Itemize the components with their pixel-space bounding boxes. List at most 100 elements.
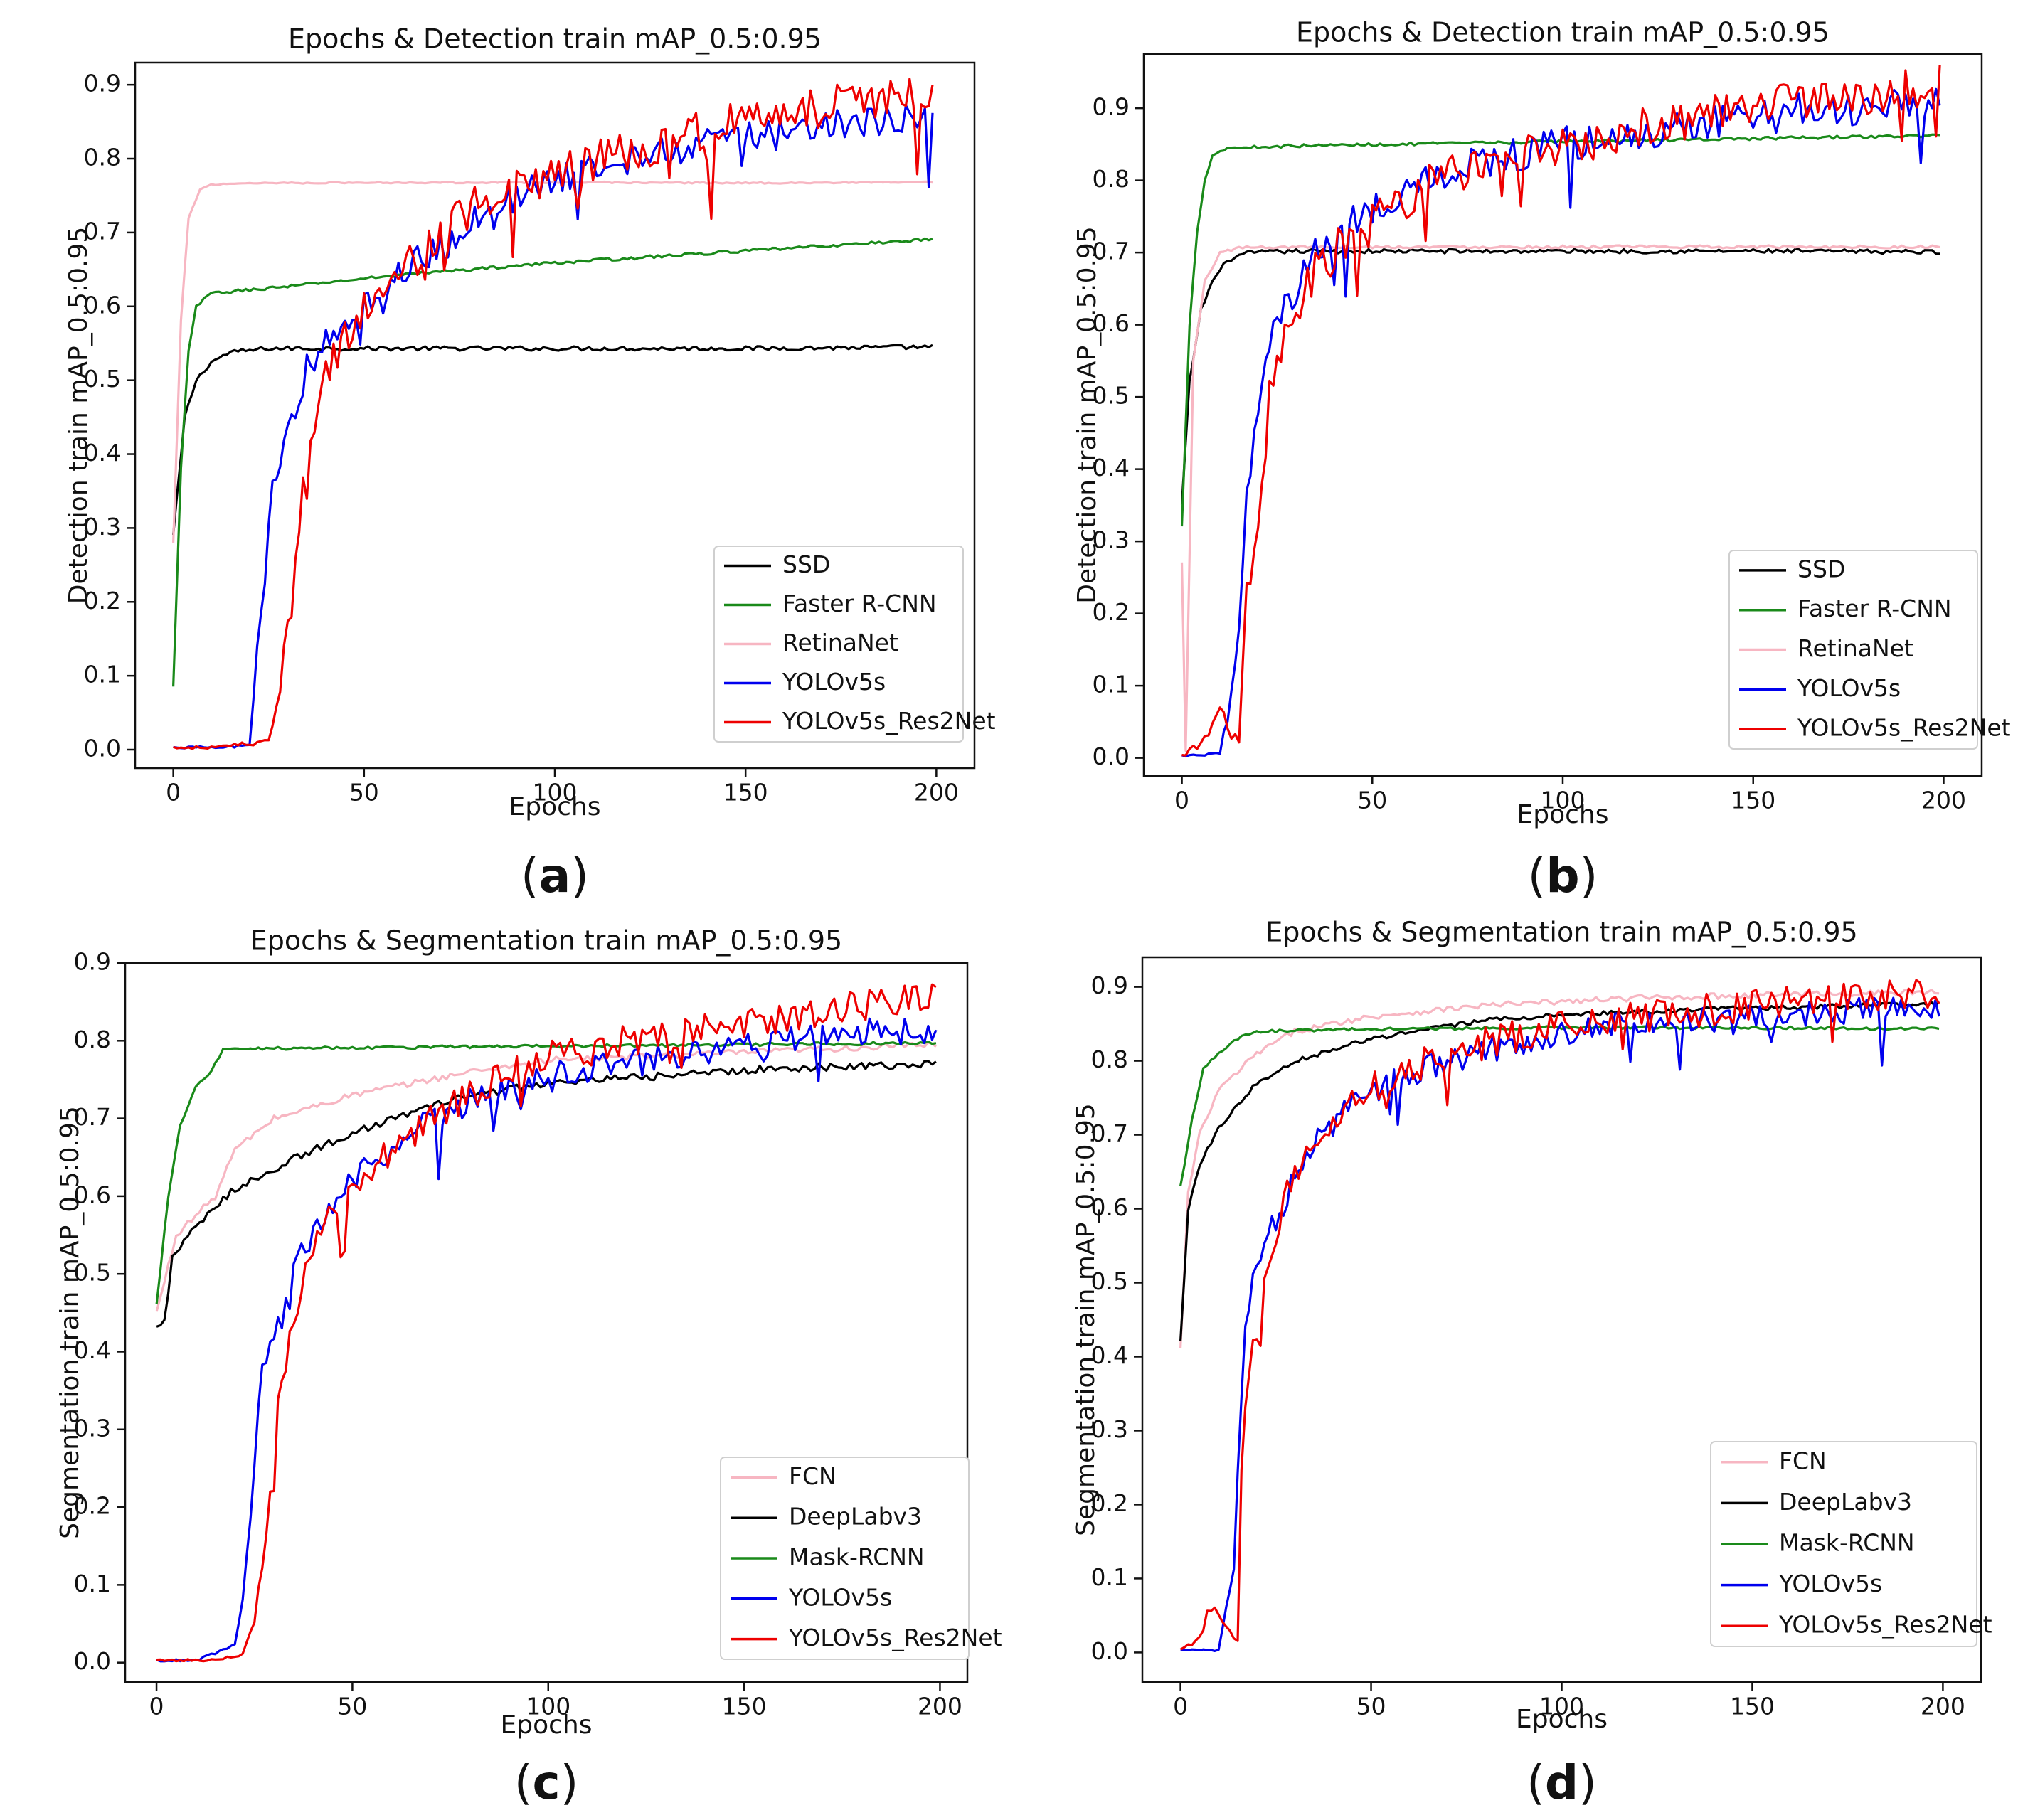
legend-label: RetinaNet: [782, 629, 898, 656]
y-tick-label: 0.3: [1093, 526, 1130, 554]
y-tick-label: 0.2: [84, 587, 121, 614]
x-tick-label: 200: [914, 779, 959, 807]
x-tick-label: 0: [166, 779, 181, 807]
panel-caption-letter: c: [532, 1755, 560, 1810]
chart-title: Epochs & Segmentation train mAP_0.5:0.95: [1265, 917, 1857, 948]
y-tick-label: 0.4: [1093, 454, 1130, 481]
y-tick-label: 0.3: [84, 513, 121, 541]
panel-caption-close-paren: ): [1580, 848, 1598, 903]
legend-label: RetinaNet: [1797, 634, 1913, 662]
panel-caption-letter: a: [539, 848, 571, 903]
y-tick-label: 0.6: [1091, 1193, 1128, 1221]
y-tick-label: 0.1: [1093, 671, 1130, 698]
y-axis-label: Segmentation train mAP_0.5:0.95: [1071, 1103, 1100, 1536]
legend-label: YOLOv5s: [1797, 674, 1901, 702]
legend-label: Faster R-CNN: [1797, 595, 1952, 622]
x-tick-label: 200: [918, 1693, 962, 1720]
legend-label: YOLOv5s_Res2Net: [1778, 1611, 1992, 1639]
panel-caption: (d): [1526, 1755, 1597, 1810]
y-tick-label: 0.5: [84, 365, 121, 393]
legend-label: YOLOv5s: [782, 668, 886, 696]
x-tick-label: 150: [722, 1693, 767, 1720]
y-tick-label: 0.9: [84, 70, 121, 97]
y-axis-label: Segmentation train mAP_0.5:0.95: [55, 1106, 85, 1539]
x-tick-label: 100: [533, 779, 578, 807]
x-tick-label: 50: [1356, 1693, 1386, 1720]
legend-label: DeepLabv3: [1779, 1488, 1912, 1516]
y-tick-label: 0.4: [74, 1336, 111, 1364]
panel-caption-close-paren: ): [570, 848, 589, 903]
y-tick-label: 0.8: [74, 1026, 111, 1053]
panel-caption: (c): [514, 1755, 579, 1810]
legend-label: SSD: [782, 550, 830, 578]
panel-caption-open-paren: (: [514, 1755, 533, 1810]
y-tick-label: 0.9: [74, 948, 111, 976]
series-line-retinanet: [1180, 244, 1940, 752]
y-axis-label: Detection train mAP_0.5:0.95: [1073, 226, 1102, 604]
y-tick-label: 0.1: [74, 1570, 111, 1597]
panel-a-chart: Epochs & Detection train mAP_0.5:0.95 0 50…: [64, 23, 996, 904]
panel-caption-close-paren: ): [1578, 1755, 1597, 1810]
x-axis-label: Epochs: [1516, 1705, 1608, 1734]
legend-label: YOLOv5s: [788, 1583, 892, 1611]
y-tick-label: 0.2: [74, 1492, 111, 1520]
legend: FCN DeepLabv3 Mask-RCNN YOLOv5s YOLOv5s_Res2…: [1710, 1441, 1992, 1647]
plot-area: [155, 983, 938, 1663]
legend-label: YOLOv5s_Res2Net: [788, 1624, 1002, 1651]
series-line-ssd: [1180, 248, 1940, 505]
y-tick-label: 0.9: [1091, 972, 1128, 999]
x-axis-label: Epochs: [1517, 800, 1609, 829]
panel-caption-close-paren: ): [561, 1755, 579, 1810]
y-tick-label: 0.0: [74, 1647, 111, 1675]
legend-box: [1728, 550, 1978, 750]
x-tick-label: 50: [337, 1693, 367, 1720]
panel-caption-letter: b: [1546, 848, 1579, 903]
panel-caption: (a): [521, 848, 589, 903]
chart-title: Epochs & Detection train mAP_0.5:0.95: [288, 23, 822, 55]
chart-title: Epochs & Segmentation train mAP_0.5:0.95: [250, 925, 842, 957]
y-tick-label: 0.7: [1093, 238, 1130, 265]
chart-title: Epochs & Detection train mAP_0.5:0.95: [1296, 17, 1830, 48]
panel-caption: (b): [1528, 848, 1598, 903]
legend-label: SSD: [1797, 555, 1845, 582]
legend-label: YOLOv5s_Res2Net: [1797, 714, 2011, 742]
y-tick-label: 0.7: [84, 217, 121, 245]
y-tick-label: 0.7: [74, 1103, 111, 1131]
y-axis-label: Detection train mAP_0.5:0.95: [64, 227, 93, 605]
legend-box: [720, 1457, 970, 1660]
y-tick-label: 0.0: [1091, 1637, 1128, 1665]
series-line-yolov5s: [156, 1017, 938, 1663]
panel-caption-letter: d: [1545, 1755, 1578, 1810]
x-tick-label: 50: [1357, 787, 1387, 814]
y-tick-label: 0.0: [84, 735, 121, 762]
panel-caption-open-paren: (: [1526, 1755, 1545, 1810]
y-tick-label: 0.3: [1091, 1415, 1128, 1443]
series-line-faster-r-cnn: [1180, 133, 1940, 527]
series-line-yolov5s-res2net: [1181, 65, 1941, 757]
panel-caption-open-paren: (: [1528, 848, 1546, 903]
y-tick-label: 0.2: [1091, 1489, 1128, 1517]
panel-b-chart: Epochs & Detection train mAP_0.5:0.95 0 50…: [1073, 17, 2011, 904]
legend-box: [713, 546, 964, 743]
legend: FCN DeepLabv3 Mask-RCNN YOLOv5s YOLOv5s_Res2…: [720, 1457, 1002, 1660]
x-tick-label: 200: [1921, 787, 1966, 814]
legend-label: Faster R-CNN: [782, 590, 937, 617]
y-tick-label: 0.0: [1093, 743, 1130, 770]
panel-d-chart: Epochs & Segmentation train mAP_0.5:0.95…: [1071, 917, 1992, 1811]
x-tick-label: 200: [1921, 1693, 1965, 1720]
y-tick-label: 0.6: [74, 1181, 111, 1208]
panel-c-chart: Epochs & Segmentation train mAP_0.5:0.95…: [55, 925, 1002, 1811]
y-tick-label: 0.5: [1091, 1267, 1128, 1295]
x-tick-label: 50: [349, 779, 379, 807]
y-tick-label: 0.2: [1093, 598, 1130, 626]
x-tick-label: 0: [1173, 1693, 1188, 1720]
y-tick-label: 0.5: [74, 1259, 111, 1287]
y-tick-label: 0.8: [1093, 165, 1130, 193]
series-line-retinanet: [172, 180, 933, 543]
y-tick-label: 0.4: [1091, 1341, 1128, 1369]
plot-area: [172, 78, 934, 750]
y-tick-label: 0.7: [1091, 1119, 1128, 1147]
x-tick-label: 150: [1731, 787, 1775, 814]
plot-area: [1179, 979, 1940, 1652]
